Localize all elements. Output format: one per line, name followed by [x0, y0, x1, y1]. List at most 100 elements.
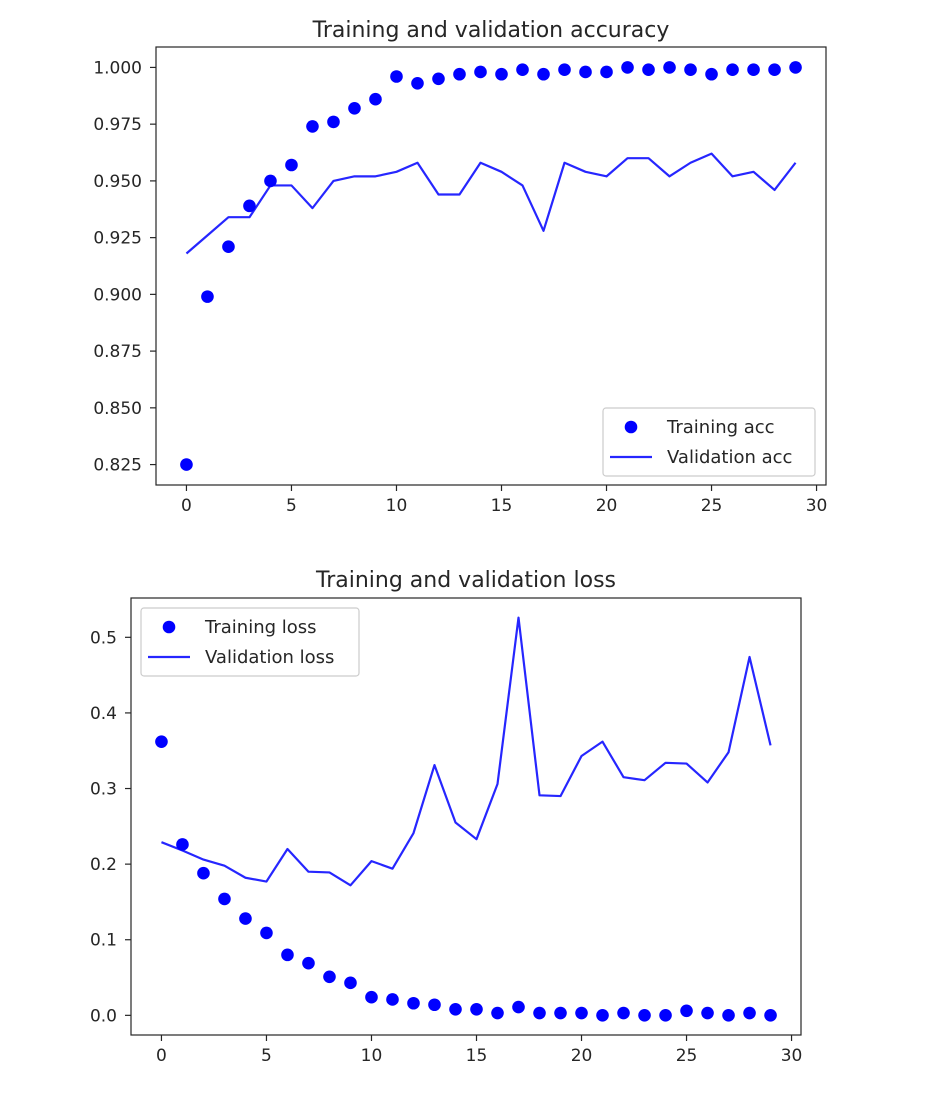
data-point — [260, 926, 273, 940]
data-point — [764, 1009, 777, 1022]
data-point — [768, 63, 781, 76]
x-tick-label: 15 — [491, 496, 513, 516]
x-tick-label: 25 — [676, 1046, 698, 1066]
data-point — [306, 120, 319, 133]
legend-label: Validation acc — [667, 447, 792, 468]
data-point — [516, 63, 529, 76]
legend: Training loss Validation loss — [140, 607, 360, 677]
data-point — [281, 948, 294, 962]
x-tick-label: 0 — [156, 1046, 167, 1066]
data-point — [222, 240, 235, 254]
data-point — [365, 990, 378, 1004]
x-tick-label: 10 — [361, 1046, 383, 1066]
data-point — [407, 996, 420, 1010]
x-tick-label: 5 — [261, 1046, 272, 1066]
data-point — [558, 63, 571, 76]
legend-label: Validation loss — [205, 647, 334, 668]
x-tick-label: 15 — [466, 1046, 488, 1066]
data-point — [390, 70, 403, 83]
data-point — [197, 866, 210, 880]
data-point — [722, 1009, 735, 1022]
data-point — [344, 976, 357, 990]
data-point — [323, 970, 336, 984]
data-point — [789, 61, 802, 74]
data-point — [701, 1006, 714, 1020]
data-point — [579, 65, 592, 79]
data-point — [180, 458, 193, 471]
y-tick-label: 0.2 — [90, 855, 117, 875]
data-point — [743, 1006, 756, 1020]
legend-label: Training loss — [204, 617, 317, 638]
data-point — [327, 115, 340, 129]
data-point — [726, 63, 739, 76]
y-tick-label: 0.4 — [90, 704, 117, 724]
y-tick-label: 1.000 — [93, 58, 142, 78]
data-point — [285, 158, 298, 172]
data-point — [596, 1009, 609, 1022]
data-point — [239, 912, 252, 925]
x-tick-label: 30 — [781, 1046, 803, 1066]
data-point — [684, 63, 697, 76]
y-tick-label: 0.0 — [90, 1006, 117, 1026]
data-point — [705, 67, 718, 81]
data-point — [533, 1006, 546, 1020]
data-point — [600, 65, 613, 79]
loss-chart: Training and validation loss 0 5 10 15 20 25 30… — [90, 568, 802, 1066]
x-tick-label: 0 — [181, 496, 192, 516]
data-point — [474, 65, 487, 79]
data-point — [680, 1004, 693, 1018]
data-point — [432, 72, 445, 86]
legend-marker-dot — [162, 620, 176, 634]
data-point — [386, 993, 399, 1006]
y-tick-label: 0.5 — [90, 628, 117, 648]
axes-frame — [155, 46, 827, 486]
legend-box — [602, 407, 816, 477]
y-tick-label: 0.1 — [90, 931, 117, 951]
data-point — [449, 1002, 462, 1016]
data-point — [470, 1002, 483, 1016]
legend: Training acc Validation acc — [602, 407, 816, 477]
data-point — [512, 1000, 525, 1014]
axes-frame — [130, 597, 802, 1036]
data-point — [495, 67, 508, 81]
series-points-training-acc — [180, 61, 802, 471]
data-point — [155, 735, 168, 748]
data-point — [243, 199, 256, 213]
data-point — [659, 1009, 672, 1022]
data-point — [575, 1006, 588, 1020]
data-point — [428, 998, 441, 1012]
data-point — [218, 892, 231, 906]
legend-marker-dot — [624, 420, 638, 434]
y-tick-label: 0.875 — [93, 342, 142, 362]
y-tick-label: 0.925 — [93, 229, 142, 249]
y-tick-label: 0.900 — [93, 285, 142, 305]
legend-box — [140, 607, 360, 677]
y-tick-label: 0.950 — [93, 172, 142, 192]
data-point — [491, 1006, 504, 1020]
x-tick-label: 10 — [386, 496, 408, 516]
y-tick-label: 0.3 — [90, 780, 117, 800]
data-point — [453, 67, 466, 81]
data-point — [537, 67, 550, 81]
y-tick-label: 0.825 — [93, 456, 142, 476]
x-tick-label: 25 — [701, 496, 723, 516]
data-point — [411, 77, 424, 90]
chart-title: Training and validation loss — [315, 568, 616, 593]
x-tick-label: 20 — [571, 1046, 593, 1066]
x-tick-label: 20 — [596, 496, 618, 516]
data-point — [621, 61, 634, 74]
data-point — [638, 1009, 651, 1022]
data-point — [554, 1006, 567, 1020]
data-point — [302, 956, 315, 970]
chart-title: Training and validation accuracy — [312, 18, 670, 43]
data-point — [201, 290, 214, 303]
series-line-validation-loss — [161, 616, 772, 887]
series-line-validation-acc — [185, 152, 797, 255]
data-point — [642, 63, 655, 76]
data-point — [264, 174, 277, 188]
y-tick-label: 0.850 — [93, 399, 142, 419]
series-points-training-loss — [155, 735, 777, 1022]
data-point — [617, 1006, 630, 1020]
